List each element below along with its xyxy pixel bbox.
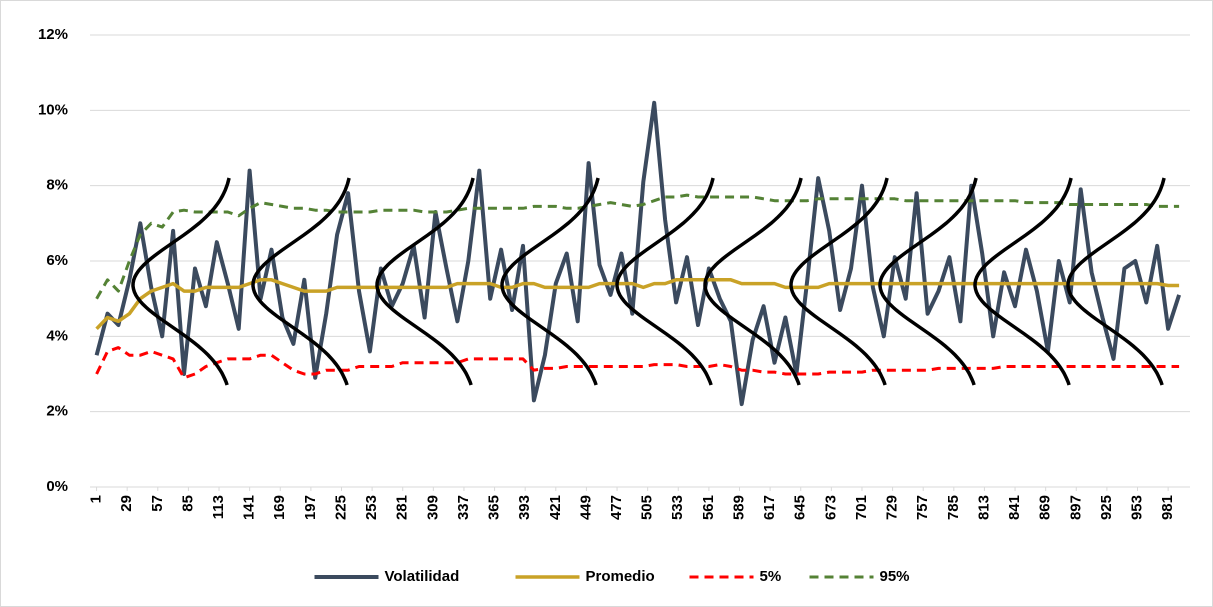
x-tick-label: 589 — [730, 495, 747, 520]
x-tick-label: 29 — [118, 495, 135, 512]
x-tick-label: 841 — [1006, 495, 1023, 520]
x-tick-label: 309 — [424, 495, 441, 520]
x-tick-label: 981 — [1159, 495, 1176, 520]
y-tick-label: 4% — [46, 327, 68, 344]
x-tick-label: 897 — [1067, 495, 1084, 520]
x-tick-label: 673 — [822, 495, 839, 520]
legend-label: 5% — [760, 568, 782, 585]
legend-label: Volatilidad — [385, 568, 460, 585]
bell-curve — [703, 177, 803, 386]
x-tick-label: 141 — [241, 495, 258, 520]
x-tick-label: 925 — [1098, 495, 1115, 520]
bell-curve — [878, 177, 978, 386]
x-tick-label: 225 — [332, 495, 349, 520]
y-tick-label: 12% — [38, 26, 68, 43]
x-tick-label: 85 — [179, 495, 196, 512]
x-tick-label: 1 — [88, 495, 105, 503]
axes: 0% 2% 4% 6% 8% 10% 12% 1 29 57 85 113 141 169 197 225 25… — [38, 26, 1190, 520]
x-tick-label: 617 — [761, 495, 778, 520]
bell-curve — [375, 177, 475, 386]
x-tick-label: 169 — [271, 495, 288, 520]
legend-label: Promedio — [586, 568, 655, 585]
x-tick-label: 57 — [149, 495, 166, 512]
x-tick-label: 365 — [486, 495, 503, 520]
bell-curve — [789, 177, 889, 386]
legend-label: 95% — [880, 568, 910, 585]
x-tick-label: 477 — [608, 495, 625, 520]
bell-curve — [500, 177, 600, 386]
x-tick-label: 281 — [394, 495, 411, 520]
x-tick-label: 421 — [547, 495, 564, 520]
x-tick-label: 869 — [1037, 495, 1054, 520]
bell-curve — [615, 177, 715, 386]
series-line — [95, 346, 1180, 380]
y-tick-label: 8% — [46, 177, 68, 194]
bell-curve — [1066, 177, 1166, 386]
bell-curve — [251, 177, 351, 386]
y-tick-label: 2% — [46, 403, 68, 420]
x-tick-label: 253 — [363, 495, 380, 520]
legend: Volatilidad Promedio 5% 95% — [314, 568, 910, 585]
x-tick-label: 197 — [302, 495, 319, 520]
x-tick-label: 113 — [210, 495, 227, 519]
series-line — [94, 100, 1182, 407]
x-tick-label: 785 — [945, 495, 962, 520]
x-tick-label: 757 — [914, 495, 931, 520]
y-tick-label: 6% — [46, 252, 68, 269]
x-tick-label: 729 — [884, 495, 901, 520]
x-tick-label: 393 — [516, 495, 533, 520]
series-layer — [94, 100, 1182, 407]
y-tick-label: 10% — [38, 101, 68, 118]
series-line — [95, 193, 1180, 300]
bell-curves — [131, 177, 1166, 386]
x-tick-label: 337 — [455, 495, 472, 520]
bell-curve — [131, 177, 231, 386]
x-tick-label: 561 — [700, 495, 717, 520]
x-tick-label: 449 — [577, 495, 594, 520]
series-line — [95, 278, 1180, 331]
x-tick-label: 505 — [639, 495, 656, 520]
bell-curve — [973, 177, 1073, 386]
x-tick-label: 533 — [669, 495, 686, 520]
x-tick-label: 953 — [1128, 495, 1145, 520]
y-tick-label: 0% — [46, 478, 68, 495]
x-tick-label: 813 — [975, 495, 992, 520]
x-tick-label: 645 — [792, 495, 809, 520]
x-tick-label: 701 — [853, 495, 870, 520]
